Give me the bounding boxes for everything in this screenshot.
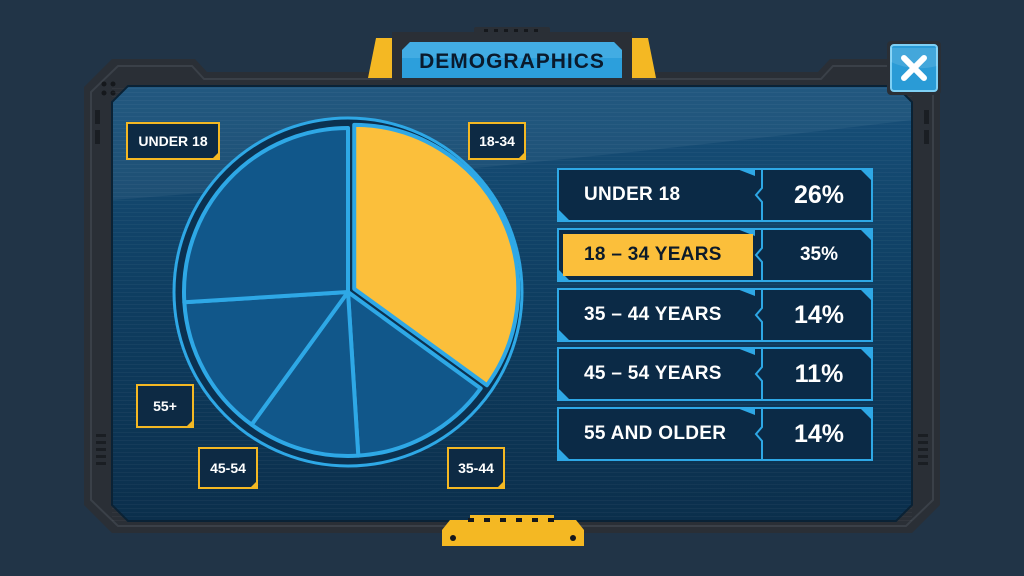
pie-slice-45-54 bbox=[249, 290, 361, 458]
row-category: 55 AND OLDER bbox=[584, 423, 727, 444]
row-background bbox=[557, 168, 873, 222]
row-percentage: 14% bbox=[793, 419, 845, 448]
pie-slice-35-44 bbox=[346, 290, 483, 458]
right-grill bbox=[918, 110, 929, 465]
close-x-icon bbox=[901, 55, 927, 81]
row-category: 35 – 44 YEARS bbox=[584, 304, 722, 325]
bottom-connector bbox=[442, 515, 584, 546]
slice-label-55-plus: 55+ bbox=[136, 384, 194, 428]
slice-label-under-18: UNDER 18 bbox=[126, 122, 220, 160]
row-background bbox=[557, 288, 873, 342]
table-row-35-44[interactable]: 35 – 44 YEARS 14% bbox=[557, 288, 873, 342]
row-percentage: 35% bbox=[799, 244, 839, 265]
close-button[interactable] bbox=[887, 41, 941, 95]
table-row-18-34[interactable]: 18 – 34 YEARS 35% bbox=[557, 228, 873, 282]
row-category: 45 – 54 YEARS bbox=[584, 363, 722, 384]
page-title: DEMOGRAPHICS bbox=[419, 50, 605, 73]
row-percentage: 11% bbox=[794, 359, 844, 388]
slice-label-35-44: 35-44 bbox=[447, 447, 505, 489]
pie-slice-under-18 bbox=[182, 126, 350, 305]
row-percentage: 26% bbox=[793, 180, 845, 209]
row-percentage: 14% bbox=[793, 300, 845, 329]
pie-chart bbox=[172, 116, 524, 468]
row-background bbox=[557, 407, 873, 461]
row-background bbox=[557, 228, 873, 282]
row-category: 18 – 34 YEARS bbox=[584, 244, 722, 265]
table-row-under-18[interactable]: UNDER 18 26% bbox=[557, 168, 873, 222]
row-background bbox=[557, 347, 873, 401]
left-grill bbox=[95, 110, 106, 465]
table-row-45-54[interactable]: 45 – 54 YEARS 11% bbox=[557, 347, 873, 401]
table-row-55-and-older[interactable]: 55 AND OLDER 14% bbox=[557, 407, 873, 461]
row-category: UNDER 18 bbox=[584, 184, 681, 205]
pie-slice-18-34 bbox=[352, 122, 521, 388]
slice-label-18-34: 18-34 bbox=[468, 122, 526, 160]
title-housing bbox=[368, 27, 656, 82]
pie-slice-55- bbox=[182, 290, 350, 427]
slice-label-45-54: 45-54 bbox=[198, 447, 258, 489]
